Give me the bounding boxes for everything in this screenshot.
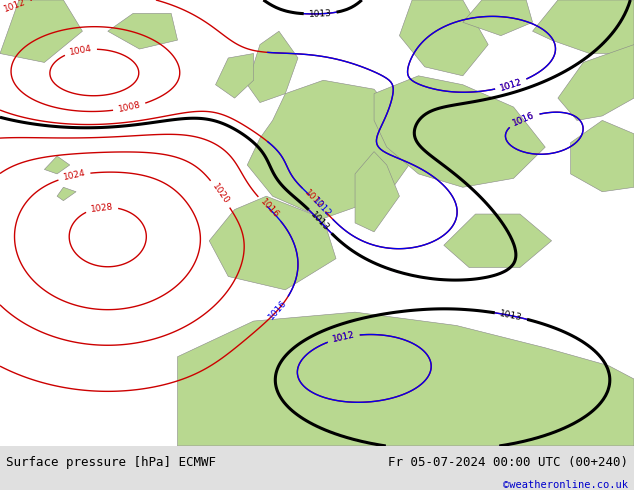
Text: 1024: 1024 — [62, 169, 86, 182]
Text: 1013: 1013 — [499, 309, 523, 322]
Text: 1016: 1016 — [259, 197, 281, 220]
Polygon shape — [463, 0, 533, 36]
Text: 1008: 1008 — [117, 100, 141, 114]
Polygon shape — [247, 80, 418, 219]
Text: 1012: 1012 — [332, 331, 356, 344]
Text: ©weatheronline.co.uk: ©weatheronline.co.uk — [503, 480, 628, 490]
Text: 1012: 1012 — [332, 331, 356, 344]
Polygon shape — [571, 121, 634, 192]
Text: 1028: 1028 — [90, 202, 113, 214]
Text: Surface pressure [hPa] ECMWF: Surface pressure [hPa] ECMWF — [6, 456, 216, 469]
Text: Fr 05-07-2024 00:00 UTC (00+240): Fr 05-07-2024 00:00 UTC (00+240) — [387, 456, 628, 469]
Text: 1016: 1016 — [267, 298, 289, 321]
Polygon shape — [216, 53, 254, 98]
Text: 1012: 1012 — [499, 77, 523, 93]
Text: 1012: 1012 — [499, 77, 523, 93]
Text: 1013: 1013 — [309, 210, 332, 233]
Polygon shape — [444, 214, 552, 268]
Polygon shape — [108, 13, 178, 49]
Polygon shape — [558, 45, 634, 121]
Polygon shape — [533, 0, 634, 53]
Polygon shape — [57, 187, 76, 201]
Polygon shape — [178, 312, 634, 446]
Polygon shape — [374, 76, 545, 187]
Text: 1020: 1020 — [210, 182, 231, 206]
Polygon shape — [399, 0, 488, 76]
Polygon shape — [44, 156, 70, 174]
Text: 1013: 1013 — [309, 9, 332, 19]
Text: 1012: 1012 — [3, 0, 27, 14]
Text: 1004: 1004 — [68, 44, 93, 57]
Polygon shape — [355, 151, 399, 232]
Polygon shape — [247, 31, 298, 102]
Text: 1016: 1016 — [512, 110, 536, 127]
Text: 1016: 1016 — [512, 110, 536, 127]
Text: 1012: 1012 — [303, 188, 325, 211]
Polygon shape — [0, 0, 82, 62]
Polygon shape — [209, 196, 336, 290]
Text: 1012: 1012 — [310, 196, 332, 219]
